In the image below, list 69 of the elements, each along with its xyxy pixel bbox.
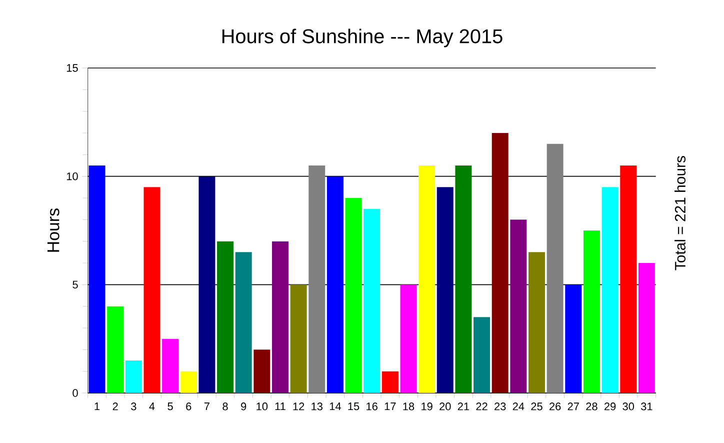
bar xyxy=(364,208,380,393)
bar xyxy=(144,187,160,393)
bar xyxy=(583,230,600,393)
bar xyxy=(272,241,288,393)
bar xyxy=(510,220,527,393)
text: Total = 221 hours xyxy=(674,156,686,270)
x-tick-label: 28 xyxy=(586,402,598,410)
bar xyxy=(528,252,545,393)
bar xyxy=(382,371,398,393)
bar xyxy=(620,165,637,393)
bar xyxy=(602,187,618,393)
bar xyxy=(492,132,508,393)
bar xyxy=(474,317,490,393)
x-tick-label: 11 xyxy=(275,402,286,410)
x-tick-label: 8 xyxy=(222,402,228,410)
bar xyxy=(125,360,142,393)
x-tick-label: 5 xyxy=(168,402,173,410)
bar xyxy=(455,165,472,393)
x-tick-label: 19 xyxy=(422,402,432,410)
x-tick-label: 27 xyxy=(568,402,579,410)
x-tick-label: 24 xyxy=(512,402,524,410)
bar xyxy=(180,371,197,393)
x-tick-label: 23 xyxy=(494,402,506,410)
bar xyxy=(418,165,436,393)
x-tick-label: 9 xyxy=(241,402,246,410)
x-tick-label: 26 xyxy=(550,402,561,410)
x-tick-label: 30 xyxy=(622,402,634,410)
x-tick-label: 1 xyxy=(94,402,100,410)
x-tick-label: 15 xyxy=(348,402,360,410)
bar xyxy=(638,263,655,393)
bar xyxy=(217,241,234,393)
y-tick-label: 10 xyxy=(66,172,78,180)
x-tick-label: 4 xyxy=(149,402,155,410)
bar xyxy=(565,284,582,393)
x-tick-label: 7 xyxy=(204,402,210,410)
x-tick-label: 31 xyxy=(641,402,652,410)
x-tick-label: 21 xyxy=(458,402,470,410)
x-tick-label: 2 xyxy=(112,402,118,410)
x-tick-label: 29 xyxy=(604,402,616,410)
x-tick-label: 12 xyxy=(293,402,304,410)
x-tick-label: 10 xyxy=(256,402,268,410)
bar xyxy=(107,306,124,393)
chart-title: Hours of Sunshine --- May 2015 xyxy=(222,28,502,48)
y-tick-label: 0 xyxy=(72,389,78,397)
bar xyxy=(436,187,454,393)
x-tick-label: 25 xyxy=(531,402,542,410)
x-tick-label: 13 xyxy=(312,402,322,410)
bar xyxy=(345,198,362,393)
bar xyxy=(254,350,270,393)
y-tick-label: 5 xyxy=(72,280,78,288)
x-tick-label: 14 xyxy=(330,402,341,410)
bar xyxy=(326,176,344,393)
x-tick-label: 22 xyxy=(476,402,488,410)
bar xyxy=(162,338,179,393)
x-tick-label: 16 xyxy=(366,402,378,410)
y-axis-title: Hours xyxy=(47,208,60,252)
y-tick-label: 15 xyxy=(66,64,78,72)
bar xyxy=(198,176,216,393)
bar xyxy=(235,252,252,393)
x-tick-label: 6 xyxy=(186,402,192,410)
x-tick-label: 3 xyxy=(131,402,136,410)
bar xyxy=(88,165,106,393)
bar xyxy=(290,284,307,393)
bar xyxy=(546,144,564,393)
x-tick-label: 17 xyxy=(384,402,396,410)
bar xyxy=(308,165,326,393)
x-tick-label: 20 xyxy=(440,402,451,410)
bar xyxy=(400,284,417,393)
x-tick-label: 18 xyxy=(403,402,414,410)
